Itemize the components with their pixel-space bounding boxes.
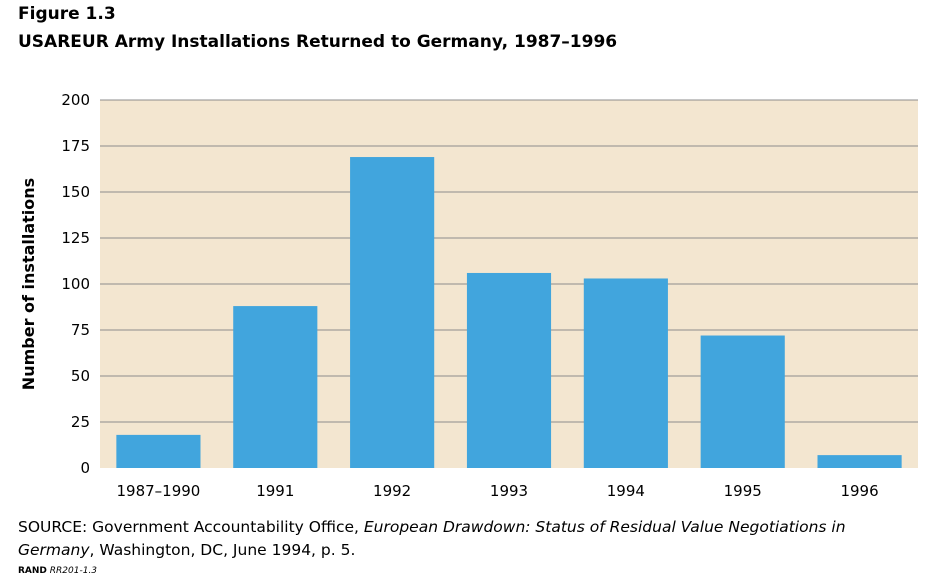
bar xyxy=(817,455,902,468)
x-tick-label: 1995 xyxy=(724,482,762,500)
bar xyxy=(350,157,435,469)
x-axis-ticks: 1987–1990 1991 1992 1993 1994 1995 1996 xyxy=(116,482,878,500)
y-axis-label: Number of installations xyxy=(19,178,38,390)
source-prefix: SOURCE: Government Accountability Office… xyxy=(18,518,364,536)
y-tick-label: 125 xyxy=(61,229,90,247)
y-tick-label: 150 xyxy=(61,183,90,201)
figure-credit: RAND RR201-1.3 xyxy=(18,566,97,576)
y-tick-label: 175 xyxy=(61,137,90,155)
x-tick-label: 1996 xyxy=(840,482,878,500)
source-note: SOURCE: Government Accountability Office… xyxy=(18,516,918,562)
x-tick-label: 1994 xyxy=(607,482,645,500)
bar xyxy=(700,335,785,468)
y-tick-label: 75 xyxy=(71,321,90,339)
y-tick-label: 100 xyxy=(61,275,90,293)
y-tick-label: 200 xyxy=(61,91,90,109)
source-suffix: , Washington, DC, June 1994, p. 5. xyxy=(89,541,356,559)
y-tick-label: 0 xyxy=(80,459,90,477)
bar xyxy=(116,434,201,468)
bar xyxy=(233,306,318,468)
y-tick-label: 50 xyxy=(71,367,90,385)
x-tick-label: 1987–1990 xyxy=(116,482,200,500)
bar-chart: 0 25 50 75 100 125 150 175 200 1987–1990 1991 1992… xyxy=(19,91,918,500)
chart-title: USAREUR Army Installations Returned to G… xyxy=(18,32,618,52)
figure-number: Figure 1.3 xyxy=(18,4,116,24)
x-tick-label: 1992 xyxy=(373,482,411,500)
credit-id: RR201-1.3 xyxy=(49,566,98,576)
x-tick-label: 1991 xyxy=(256,482,294,500)
source-title: European Drawdown: Status of Residual Va… xyxy=(18,518,846,559)
credit-org: RAND xyxy=(18,566,47,576)
y-tick-label: 25 xyxy=(71,413,90,431)
bars xyxy=(116,157,902,469)
x-tick-label: 1993 xyxy=(490,482,528,500)
y-axis-ticks: 0 25 50 75 100 125 150 175 200 xyxy=(61,91,90,477)
bar xyxy=(466,272,552,468)
bar xyxy=(583,278,668,468)
